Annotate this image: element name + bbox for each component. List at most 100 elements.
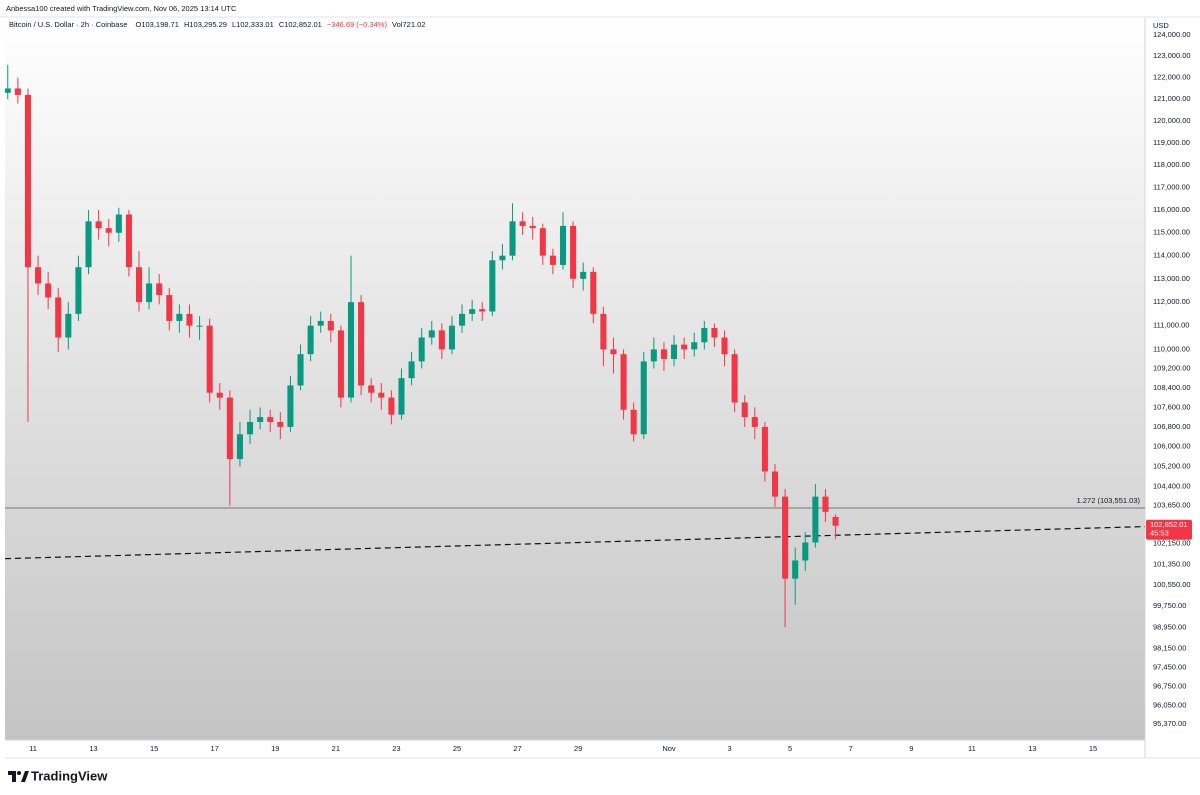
- x-tick-label: 25: [453, 744, 461, 753]
- currency: USD: [1153, 21, 1169, 30]
- x-tick-label: 7: [849, 744, 853, 753]
- symbol: Bitcoin / U.S. Dollar · 2h · Coinbase: [9, 20, 127, 29]
- volume-value: 721.02: [402, 20, 425, 29]
- candle-body: [95, 221, 102, 229]
- candle-body: [156, 283, 163, 296]
- y-tick-label: 99,750.00: [1153, 601, 1186, 610]
- y-tick-label: 101,350.00: [1153, 559, 1191, 568]
- candle-body: [408, 361, 415, 379]
- y-tick-label: 121,000.00: [1153, 94, 1191, 103]
- candle-body: [610, 349, 617, 355]
- x-tick-label: 3: [727, 744, 731, 753]
- candle-body: [45, 283, 52, 298]
- candle-body: [186, 313, 193, 326]
- candle-body: [741, 402, 748, 418]
- y-tick-label: 124,000.00: [1153, 30, 1191, 39]
- candle-body: [812, 496, 819, 543]
- x-tick-label: 13: [1028, 744, 1036, 753]
- candle-body: [600, 313, 607, 350]
- candle-body: [671, 344, 678, 359]
- candle-body: [469, 309, 476, 314]
- candle-body: [176, 313, 183, 321]
- y-tick-label: 103,650.00: [1153, 500, 1191, 509]
- candle-body: [479, 309, 486, 312]
- candle-body: [216, 392, 223, 398]
- candle-body: [378, 392, 385, 398]
- ohlc-key: O: [135, 20, 141, 29]
- y-tick-label: 106,000.00: [1153, 442, 1191, 451]
- candle-body: [580, 271, 587, 279]
- ohlc-value: 102,333.01: [236, 20, 274, 29]
- y-tick-label: 105,200.00: [1153, 462, 1191, 471]
- x-tick-label: 21: [332, 744, 340, 753]
- change: −346.69 (−0.34%): [327, 20, 388, 29]
- candle-body: [166, 295, 173, 321]
- candle-body: [297, 354, 304, 386]
- candle-body: [105, 228, 112, 233]
- candle-body: [358, 302, 365, 386]
- countdown: 45:53: [1150, 529, 1169, 538]
- candle-body: [206, 325, 213, 393]
- brand: TradingView: [31, 768, 108, 783]
- ohlc-value: 103,295.29: [189, 20, 227, 29]
- y-tick-label: 116,000.00: [1153, 205, 1190, 214]
- y-tick-label: 102,150.00: [1153, 539, 1191, 548]
- y-tick-label: 113,000.00: [1153, 274, 1190, 283]
- candle-body: [761, 426, 768, 472]
- candle-body: [277, 421, 284, 427]
- last-price-box: [1146, 519, 1192, 540]
- candle-body: [24, 94, 31, 268]
- x-tick-label: 23: [392, 744, 400, 753]
- candle-body: [721, 337, 728, 355]
- candle-body: [35, 267, 42, 284]
- candle-body: [711, 328, 718, 338]
- ohlc-value: 102,852.01: [284, 20, 322, 29]
- y-tick-label: 111,000.00: [1153, 321, 1189, 330]
- candle-body: [782, 496, 789, 579]
- candle-body: [55, 297, 62, 338]
- y-tick-label: 104,400.00: [1153, 482, 1191, 491]
- ohlc-key: L: [232, 20, 236, 29]
- candle-body: [539, 228, 546, 256]
- candle-body: [327, 320, 334, 331]
- y-tick-label: 98,950.00: [1153, 622, 1186, 631]
- candle-body: [640, 361, 647, 435]
- y-tick-label: 120,000.00: [1153, 116, 1191, 125]
- y-tick-label: 97,450.00: [1153, 662, 1186, 671]
- x-tick-label: 15: [1089, 744, 1097, 753]
- candle-body: [489, 260, 496, 312]
- candle-body: [75, 267, 82, 314]
- candle-body: [5, 88, 11, 93]
- axes: 124,000.00 123,000.00 122,000.00 121,000.00…: [29, 30, 1192, 753]
- ohlc-value: 103,198.71: [141, 20, 179, 29]
- candle-body: [549, 255, 556, 265]
- y-tick-label: 98,150.00: [1153, 644, 1186, 653]
- candle-body: [570, 225, 577, 279]
- y-tick-label: 118,000.00: [1153, 160, 1190, 169]
- plot-area: [5, 18, 1145, 740]
- candle-body: [236, 434, 243, 460]
- candle-body: [317, 320, 324, 326]
- last-price-label: 102,852.01: [1150, 520, 1188, 529]
- y-tick-label: 95,370.00: [1153, 719, 1186, 728]
- x-tick-label: 27: [513, 744, 521, 753]
- candle-body: [257, 417, 264, 422]
- candle-body: [135, 267, 143, 303]
- candle-body: [368, 385, 375, 393]
- candle-body: [85, 221, 92, 268]
- candle-body: [337, 330, 344, 398]
- author-line: Anbessa100 created with TradingView.com,…: [6, 4, 237, 13]
- candle-body: [650, 349, 657, 362]
- candle-body: [418, 337, 425, 362]
- y-tick-label: 122,000.00: [1153, 73, 1191, 82]
- y-tick-label: 115,000.00: [1153, 228, 1190, 237]
- candle-body: [438, 330, 445, 350]
- y-tick-label: 106,800.00: [1153, 422, 1191, 431]
- candle-body: [519, 221, 526, 226]
- x-tick-label: 15: [150, 744, 158, 753]
- legend-line: Bitcoin / U.S. Dollar · 2h · Coinbase O1…: [9, 20, 425, 29]
- ohlc-key: C: [279, 20, 285, 29]
- candle-body: [701, 328, 708, 343]
- candle-body: [267, 417, 274, 422]
